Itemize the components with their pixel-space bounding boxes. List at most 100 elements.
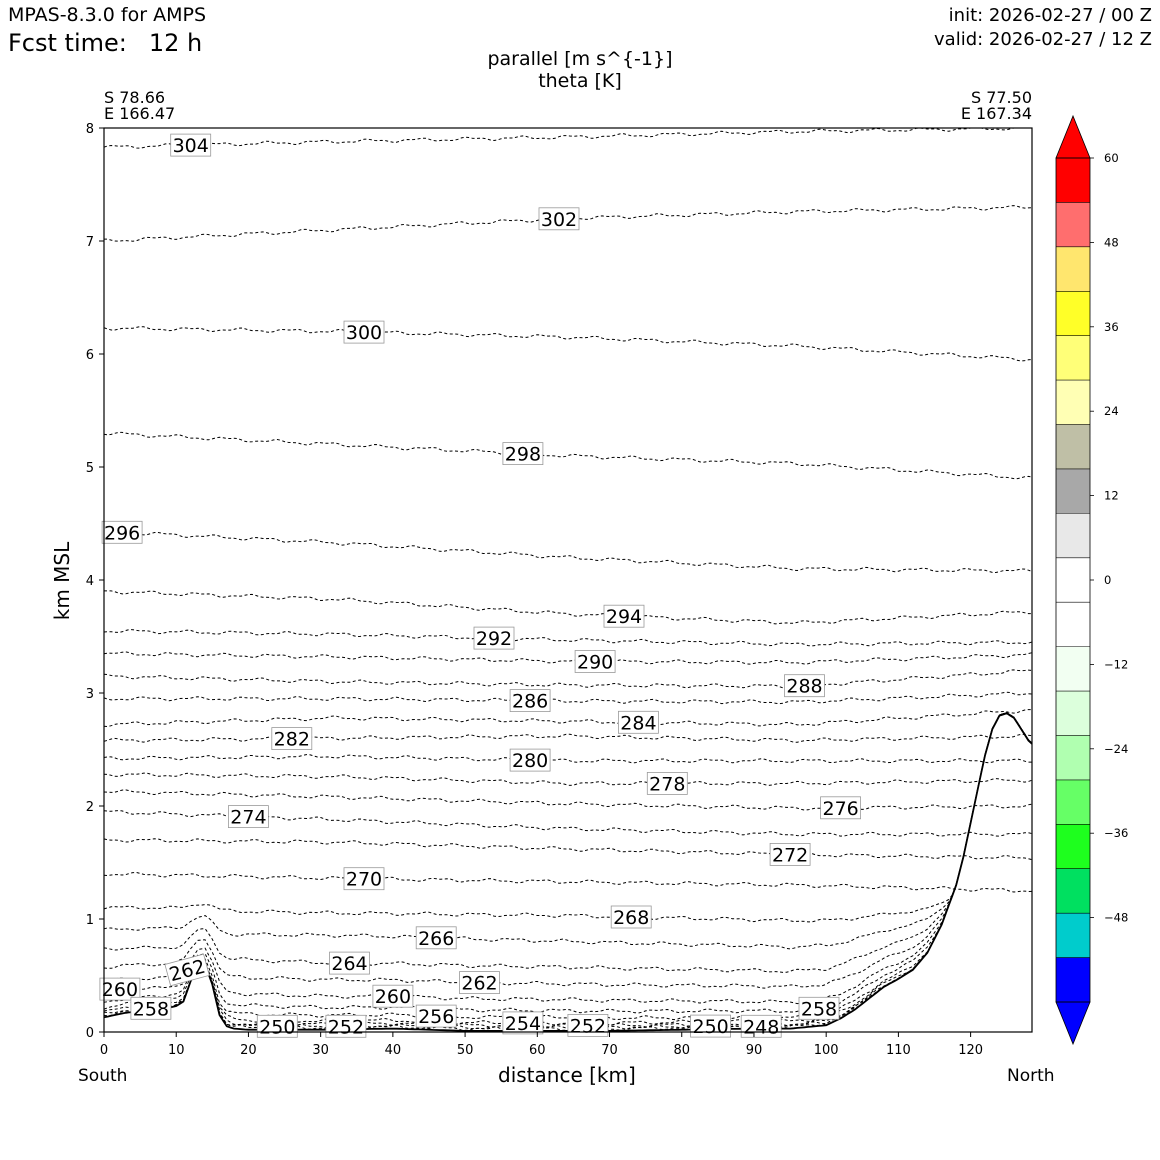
contour-label-252-group: 252 <box>567 1014 609 1037</box>
contour-label-262-box <box>459 971 500 994</box>
contour-label-292-box <box>473 626 515 650</box>
x-tick-label-70: 70 <box>601 1043 618 1058</box>
theta-contour-288 <box>103 669 1033 689</box>
x-tick-label-90: 90 <box>746 1043 763 1058</box>
y-tick-label-1: 1 <box>86 913 94 928</box>
theta-contour-266 <box>103 712 1033 950</box>
contour-label-extra-0-group: 262 <box>164 953 210 987</box>
theta-contour-252 <box>103 712 1033 1028</box>
valid-time: valid: 2026-02-27 / 12 Z <box>934 29 1152 50</box>
x-tick-label-100: 100 <box>814 1043 839 1058</box>
contour-label-296: 296 <box>104 522 140 544</box>
colorbar: 60 48 36 24 12 0 −12 −24 −36 −48 <box>1055 114 1128 1046</box>
colorbar-band-7 <box>1056 468 1090 514</box>
colorbar-tick-label-3: 24 <box>1104 404 1119 418</box>
contour-label-250: 250 <box>692 1016 728 1038</box>
contour-label-272-group: 272 <box>769 843 811 866</box>
contour-label-278: 278 <box>649 773 685 795</box>
contour-label-276: 276 <box>822 798 858 820</box>
contour-label-304: 304 <box>173 135 209 157</box>
contour-label-284-box <box>618 710 659 734</box>
y-tick-label-7: 7 <box>86 235 94 250</box>
contour-label-296-group: 296 <box>101 520 143 544</box>
colorbar-tick-label-0: 60 <box>1104 151 1119 165</box>
contour-label-290-box <box>574 650 616 673</box>
contour-label-300-box <box>343 320 385 344</box>
contour-label-extra-0: 262 <box>167 956 208 987</box>
north-label: North <box>1007 1066 1055 1086</box>
contour-label-258: 258 <box>801 998 837 1020</box>
contour-label-248: 248 <box>743 1016 779 1038</box>
variable-title: parallel [m s^{-1}] theta [K] <box>480 48 680 92</box>
forecast-time: Fcst time: 12 h <box>8 29 202 57</box>
right-endpoint-lat: S 77.50 <box>970 88 1032 107</box>
colorbar-tick-label-1: 48 <box>1104 235 1119 249</box>
x-tick-label-60: 60 <box>529 1043 546 1058</box>
colorbar-band-3 <box>1056 291 1090 336</box>
contour-label-extra-2-box <box>130 996 172 1020</box>
x-tick-label-120: 120 <box>958 1043 983 1058</box>
contour-label-256-group: 256 <box>415 1004 457 1028</box>
contour-label-264: 264 <box>331 953 367 975</box>
contour-label-extra-2: 258 <box>133 998 169 1020</box>
contour-label-280: 280 <box>512 750 548 772</box>
contour-label-258-group: 258 <box>798 996 840 1020</box>
contour-label-extra-3-group: 250 <box>256 1014 298 1038</box>
contour-label-304-group: 304 <box>170 133 212 157</box>
init-time: init: 2026-02-27 / 00 Z <box>948 5 1152 26</box>
y-tick-label-6: 6 <box>86 348 94 363</box>
contour-label-292: 292 <box>476 628 512 650</box>
contour-label-302: 302 <box>541 209 577 231</box>
colorbar-band-10 <box>1056 602 1090 647</box>
contour-label-262-group: 262 <box>459 971 500 995</box>
colorbar-over-triangle <box>1055 114 1091 159</box>
contour-label-288-box <box>784 674 825 698</box>
colorbar-band-5 <box>1056 380 1090 425</box>
theta-contour-272 <box>103 838 1033 861</box>
contour-label-270: 270 <box>346 869 382 891</box>
contour-label-260: 260 <box>375 986 411 1008</box>
colorbar-tick-label-8: −36 <box>1104 826 1128 840</box>
contour-label-302-group: 302 <box>538 207 580 231</box>
theta-contour-276 <box>103 789 1033 811</box>
theta-contour-264 <box>103 712 1033 973</box>
contour-label-250-group: 250 <box>690 1014 731 1038</box>
plot-frame <box>103 127 1033 1033</box>
contour-label-254-box <box>502 1011 544 1035</box>
terrain-line <box>103 712 1033 1032</box>
contour-label-288: 288 <box>786 676 822 698</box>
colorbar-band-6 <box>1056 424 1090 469</box>
contour-label-256-box <box>415 1004 457 1028</box>
contour-label-286: 286 <box>512 691 548 713</box>
contour-label-298-box <box>502 442 544 466</box>
colorbar-band-14 <box>1056 779 1090 825</box>
colorbar-tick-label-9: −48 <box>1104 911 1128 925</box>
theta-contour-260 <box>103 712 1033 1005</box>
contour-label-270-group: 270 <box>343 867 385 891</box>
contour-label-272-box <box>769 843 811 866</box>
left-endpoint-lon: E 166.47 <box>104 104 176 123</box>
contour-label-284: 284 <box>620 712 656 734</box>
x-tick-label-110: 110 <box>886 1043 911 1058</box>
contour-label-264-box <box>329 951 370 975</box>
contour-label-286-box <box>509 689 551 712</box>
contour-label-274: 274 <box>230 807 266 829</box>
colorbar-band-8 <box>1056 513 1090 558</box>
x-tick-label-50: 50 <box>457 1043 474 1058</box>
contour-label-272: 272 <box>772 844 808 866</box>
contour-label-294: 294 <box>606 606 642 628</box>
theta-contour-268 <box>103 712 1033 923</box>
contour-label-254-group: 254 <box>502 1011 544 1035</box>
contour-label-260-box <box>372 984 414 1008</box>
colorbar-band-4 <box>1056 335 1090 381</box>
contour-label-290-group: 290 <box>574 650 616 674</box>
theta-contour-294 <box>104 590 1032 625</box>
contour-label-294-group: 294 <box>603 604 645 628</box>
y-tick-label-0: 0 <box>86 1026 94 1041</box>
theta-contour-270 <box>103 871 1033 893</box>
contour-label-extra-1-box <box>99 977 141 1001</box>
contour-label-268-box <box>610 905 652 929</box>
contour-label-266-group: 266 <box>415 926 457 950</box>
theta-contours <box>103 127 1033 1031</box>
